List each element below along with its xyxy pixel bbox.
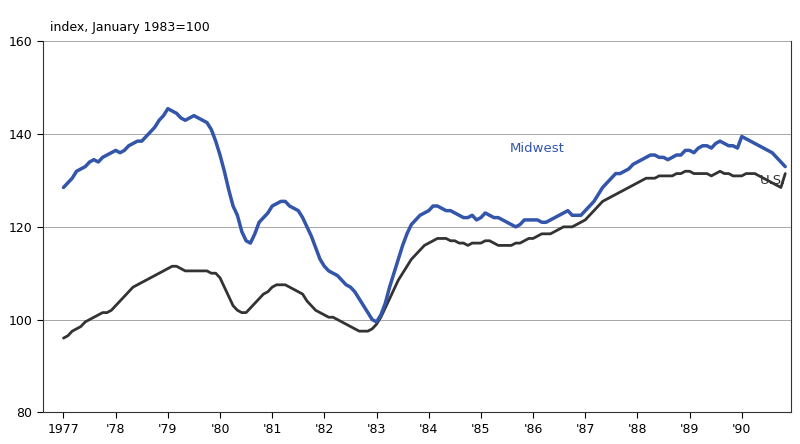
Text: U.S.: U.S. bbox=[760, 174, 786, 187]
Text: index, January 1983=100: index, January 1983=100 bbox=[50, 21, 210, 34]
Text: Midwest: Midwest bbox=[510, 142, 565, 155]
